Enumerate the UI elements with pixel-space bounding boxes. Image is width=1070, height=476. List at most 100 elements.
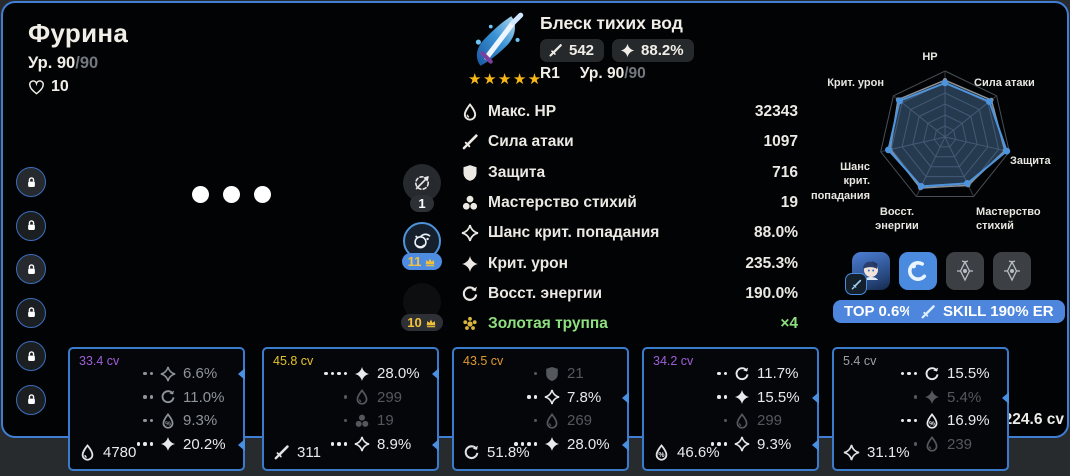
- roll-count-dots: [723, 418, 727, 423]
- hp-icon: [463, 103, 477, 121]
- er-icon: [925, 366, 939, 380]
- constellation-icon[interactable]: [946, 252, 984, 290]
- locked-artifact-slot[interactable]: [16, 254, 46, 284]
- stat-label: Крит. урон: [488, 254, 569, 272]
- stats-radar-chart: HP Сила атаки Защита Мастерство стихий Восст…: [790, 14, 1070, 254]
- artifact-card[interactable]: 43.5 cv 21 7.8% 269 28.0% 51.8%: [452, 347, 629, 471]
- main-stat-value: 51.8%: [487, 444, 530, 461]
- radar-axis-label: Сила атаки: [974, 77, 1035, 89]
- constellation-icon[interactable]: [993, 252, 1031, 290]
- equipped-weapon-mini-icon: [845, 273, 867, 295]
- def-icon: [546, 366, 558, 381]
- em-icon: [355, 414, 369, 427]
- substat-value: 28.0%: [567, 435, 610, 453]
- top-percent-badge[interactable]: TOP 0.6%: [833, 300, 924, 323]
- artifact-substat: 269: [514, 411, 617, 430]
- substat-value: 8.9%: [377, 435, 412, 453]
- character-level: Ур. 90/90: [28, 54, 99, 72]
- crit-rate-icon: [160, 366, 176, 381]
- artifact-main-stat: 31.1%: [843, 444, 910, 461]
- stat-value: ×4: [780, 315, 798, 333]
- stat-row: Крит. урон 235.3%: [460, 248, 798, 278]
- locked-artifact-slot[interactable]: [16, 384, 46, 415]
- artifact-cv: 5.4 cv: [843, 354, 877, 368]
- hp-icon: [81, 444, 94, 461]
- friendship-heart-icon: [28, 79, 45, 96]
- artifact-substat: 239: [901, 434, 998, 453]
- roll-count-dots: [913, 442, 917, 446]
- atk-icon: [549, 44, 562, 57]
- artifact-card[interactable]: 34.2 cv 11.7% 15.5% 299 9.3%% 46.6%: [642, 347, 819, 471]
- atk-icon: [462, 134, 478, 150]
- locked-artifact-slot[interactable]: [16, 341, 46, 371]
- artifact-card[interactable]: 33.4 cv 6.6% 11.0%% 9.3% 20.2% 4780: [68, 347, 245, 471]
- crit-stat-marker: [812, 391, 819, 404]
- def-icon: [463, 164, 477, 181]
- loading-indicator: [192, 186, 271, 203]
- crit-dmg-icon: [160, 436, 176, 452]
- artifact-substat: 11.7%: [711, 364, 808, 383]
- talent-level-badge: 1: [410, 195, 434, 212]
- crit-rate-icon: [461, 225, 479, 242]
- artifact-main-stat: 311: [273, 444, 321, 461]
- lock-icon: [27, 350, 35, 361]
- stats-list: Макс. HP 32343 Сила атаки 1097 Защита 716 Маст…: [460, 97, 798, 339]
- stat-label: Восст. энергии: [488, 284, 603, 302]
- er-icon: [464, 445, 479, 459]
- substat-value: 15.5%: [947, 365, 990, 383]
- crit-rate-icon: [843, 444, 860, 461]
- stat-value: 88.0%: [754, 224, 798, 242]
- artifact-substat: 9.3%: [710, 434, 808, 453]
- roll-count-dots: [533, 418, 537, 423]
- stat-row: Защита 716: [460, 158, 798, 188]
- artifact-card[interactable]: 5.4 cv 15.5% 5.4%% 16.9% 239 31.1%: [832, 347, 1009, 471]
- radar-axis-label: Крит. урон: [827, 77, 884, 89]
- total-crit-value: 224.6 cv: [1003, 411, 1064, 428]
- skill-badge[interactable]: SKILL 190% ER: [909, 300, 1065, 323]
- roll-count-dots: [710, 442, 727, 446]
- roll-count-dots: [330, 442, 347, 446]
- stat-label: Шанс крит. попадания: [488, 224, 660, 242]
- stat-label: Сила атаки: [488, 133, 574, 151]
- locked-artifact-slot[interactable]: [16, 167, 46, 197]
- radar-axis-label: HP: [922, 51, 938, 63]
- artifact-main-stat: 51.8%: [463, 444, 530, 461]
- crit-dmg-icon: [462, 255, 478, 272]
- build-icons-row: [845, 252, 1031, 295]
- svg-text:%: %: [658, 452, 664, 459]
- roll-count-dots: [913, 395, 917, 399]
- roll-count-dots: [900, 371, 917, 376]
- hp-icon: [926, 436, 938, 452]
- locked-artifact-slot[interactable]: [16, 210, 46, 241]
- artifact-card[interactable]: 45.8 cv 28.0% 299 19 8.9% 311: [262, 347, 439, 471]
- locked-artifact-slot[interactable]: [16, 297, 46, 328]
- stat-row: Восст. энергии 190.0%: [460, 279, 798, 309]
- lock-icon: [27, 307, 35, 317]
- roll-count-dots: [717, 395, 727, 399]
- substat-value: 6.6%: [183, 365, 218, 383]
- roll-count-dots: [143, 371, 153, 376]
- crit-rate-icon: [544, 389, 560, 405]
- main-stat-value: 311: [297, 444, 321, 461]
- stat-row: Сила атаки 1097: [460, 127, 798, 157]
- artifact-substat: 15.5%: [900, 364, 998, 383]
- artifact-cv: 34.2 cv: [653, 354, 694, 368]
- artifact-cv: 45.8 cv: [273, 354, 314, 368]
- weapon-crit-dmg-chip: 88.2%: [612, 39, 694, 62]
- main-stat-value: 46.6%: [677, 444, 720, 461]
- furina-avatar-icon[interactable]: [845, 252, 890, 295]
- lock-icon: [27, 263, 35, 274]
- stat-row: Мастерство стихий 19: [460, 188, 798, 218]
- substat-value: 28.0%: [377, 365, 420, 383]
- character-name: Фурина: [28, 18, 129, 48]
- artifact-substat: 299: [711, 411, 808, 430]
- crit-dmg-icon: [354, 366, 370, 381]
- em-icon: [462, 195, 478, 210]
- hp-percent-icon: %: [162, 412, 174, 429]
- artifact-set-icon: [463, 317, 477, 331]
- weapon-icon[interactable]: [466, 8, 532, 74]
- substat-value: 15.5%: [757, 388, 800, 406]
- crit-dmg-icon: [620, 43, 635, 58]
- hydro-element-icon[interactable]: [899, 252, 937, 290]
- roll-count-dots: [900, 418, 917, 423]
